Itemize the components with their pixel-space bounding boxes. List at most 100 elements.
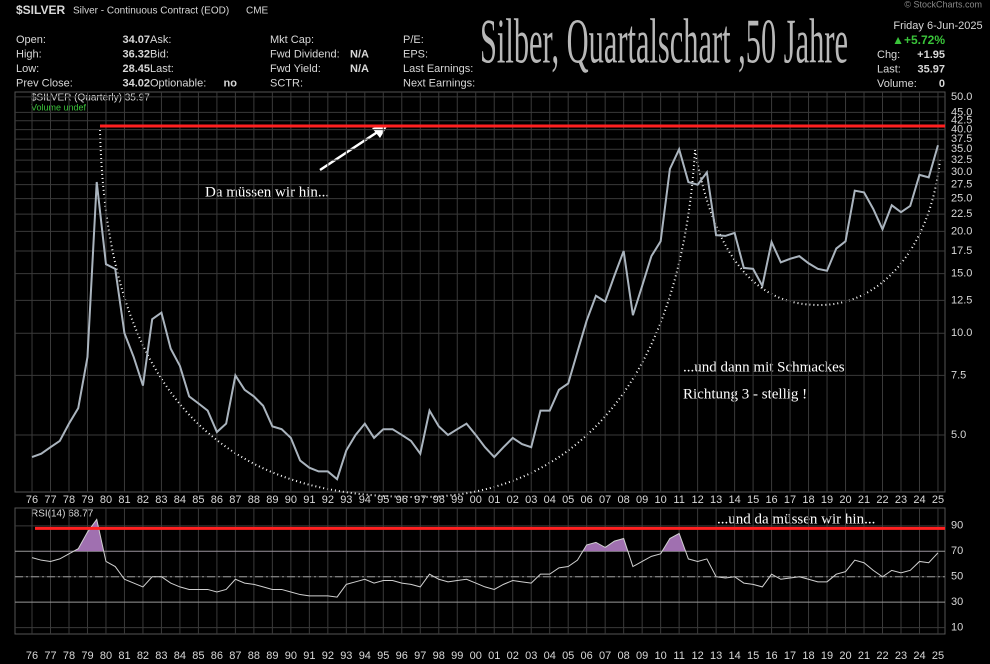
x-tick-label: 13 (710, 650, 722, 662)
rsi-tick-label: 30 (951, 596, 963, 608)
header-label: Fwd Yield: (270, 63, 321, 75)
grid (15, 92, 945, 634)
x-tick-label: 86 (211, 494, 223, 506)
handle-arc (694, 149, 941, 307)
x-tick-label: 84 (174, 494, 186, 506)
x-tick-label: 04 (544, 650, 556, 662)
x-tick-label: 09 (636, 650, 648, 662)
x-tick-label: 80 (100, 494, 112, 506)
x-tick-label: 14 (728, 494, 740, 506)
x-tick-label: 18 (802, 650, 814, 662)
header-label: Open: (16, 34, 46, 46)
x-tick-label: 05 (562, 650, 574, 662)
y-tick-label: 42.5 (951, 115, 972, 127)
description: Silver - Continuous Contract (EOD) (73, 6, 229, 17)
x-tick-label: 88 (248, 494, 260, 506)
header-label: EPS: (403, 48, 428, 60)
header-label: Last: (150, 63, 174, 75)
x-tick-label: 89 (266, 650, 278, 662)
y-tick-label: 12.5 (951, 294, 972, 306)
x-tick-label: 90 (285, 494, 297, 506)
x-tick-label: 17 (784, 650, 796, 662)
x-tick-label: 21 (858, 650, 870, 662)
x-tick-label: 01 (488, 650, 500, 662)
rsi-tick-label: 10 (951, 622, 963, 634)
x-tick-label: 99 (451, 650, 463, 662)
x-tick-label: 06 (581, 650, 593, 662)
y-tick-label: 20.0 (951, 225, 972, 237)
x-tick-label: 22 (876, 650, 888, 662)
x-tick-label: 00 (470, 650, 482, 662)
x-tick-label: 01 (488, 494, 500, 506)
symbol: $SILVER (16, 3, 65, 17)
x-tick-label: 77 (44, 494, 56, 506)
change-pct: ▲+5.72% (892, 33, 945, 47)
header-label: High: (16, 48, 42, 60)
annotation: ...und da müssen wir hin... (717, 511, 875, 527)
annotation: ...und dann mit Schmackes (683, 359, 845, 375)
header-label: Optionable: (150, 77, 206, 89)
x-tick-label: 85 (192, 650, 204, 662)
header-label: Chg: (877, 49, 900, 61)
header-label: Mkt Cap: (270, 34, 314, 46)
x-tick-label: 05 (562, 494, 574, 506)
x-tick-label: 00 (470, 494, 482, 506)
header-value: 28.45 (122, 63, 150, 75)
x-tick-label: 95 (377, 494, 389, 506)
rsi-tick-label: 70 (951, 545, 963, 557)
x-tick-label: 18 (802, 494, 814, 506)
y-tick-label: 5.0 (951, 429, 966, 441)
overlay-title: Silber, Quartalschart ,50 Jahre (480, 6, 848, 77)
y-tick-label: 15.0 (951, 268, 972, 280)
header-label: Fwd Dividend: (270, 48, 340, 60)
x-tick-label: 92 (322, 494, 334, 506)
price-line (31, 144, 939, 481)
cup-arc (99, 129, 696, 499)
x-tick-label: 07 (599, 494, 611, 506)
x-tick-label: 86 (211, 650, 223, 662)
x-tick-label: 24 (913, 494, 925, 506)
x-tick-label: 78 (63, 650, 75, 662)
header-label: Next Earnings: (403, 77, 475, 89)
x-tick-label: 03 (525, 494, 537, 506)
y-tick-label: 40.0 (951, 124, 972, 136)
x-tick-label: 15 (747, 650, 759, 662)
y-tick-label: 27.5 (951, 179, 972, 191)
x-tick-label: 13 (710, 494, 722, 506)
x-tick-label: 04 (544, 494, 556, 506)
x-tick-label: 83 (155, 650, 167, 662)
x-tick-label: 07 (599, 650, 611, 662)
y-tick-label: 32.5 (951, 154, 972, 166)
x-tick-label: 02 (507, 494, 519, 506)
header-label: Prev Close: (16, 77, 73, 89)
x-tick-label: 98 (433, 494, 445, 506)
x-tick-label: 76 (26, 650, 38, 662)
header-label: Last Earnings: (403, 63, 473, 75)
x-tick-label: 02 (507, 650, 519, 662)
x-tick-label: 77 (44, 650, 56, 662)
x-tick-label: 11 (673, 650, 684, 662)
x-tick-label: 99 (451, 494, 463, 506)
x-tick-label: 23 (895, 494, 907, 506)
header-value: 34.02 (122, 77, 150, 89)
x-tick-label: 97 (414, 650, 426, 662)
y-tick-label: 35.0 (951, 143, 972, 155)
header-label: Volume: (877, 78, 917, 90)
x-tick-label: 88 (248, 650, 260, 662)
x-tick-label: 92 (322, 650, 334, 662)
x-tick-label: 93 (340, 650, 352, 662)
x-tick-label: 22 (876, 494, 888, 506)
x-tick-label: 12 (691, 650, 703, 662)
x-tick-label: 10 (655, 494, 667, 506)
x-tick-label: 97 (414, 494, 426, 506)
x-tick-label: 21 (858, 494, 870, 506)
x-tick-label: 80 (100, 650, 112, 662)
x-tick-label: 81 (118, 650, 130, 662)
x-tick-label: 15 (747, 494, 759, 506)
x-tick-label: 98 (433, 650, 445, 662)
y-tick-label: 22.5 (951, 208, 972, 220)
x-tick-label: 25 (932, 650, 944, 662)
x-tick-label: 06 (581, 494, 593, 506)
